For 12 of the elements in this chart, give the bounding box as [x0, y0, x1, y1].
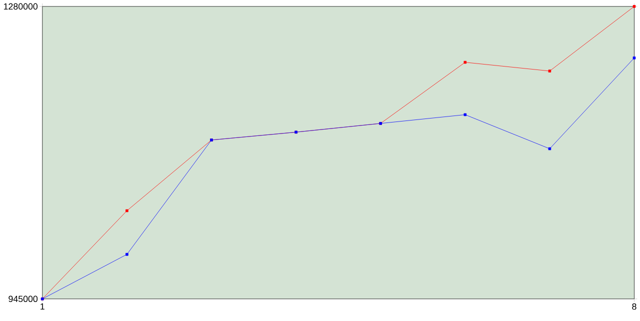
- y-tick-label: 945000: [8, 296, 38, 302]
- point: [126, 209, 128, 212]
- point: [548, 70, 552, 73]
- point: [632, 5, 636, 8]
- x-tick-label: 1: [40, 304, 44, 310]
- x-tick-label: 8: [632, 304, 636, 310]
- point: [126, 253, 128, 256]
- point: [464, 61, 467, 64]
- point: [548, 147, 552, 150]
- point: [632, 56, 636, 60]
- y-tick-label: 1280000: [4, 3, 38, 10]
- point: [464, 113, 467, 116]
